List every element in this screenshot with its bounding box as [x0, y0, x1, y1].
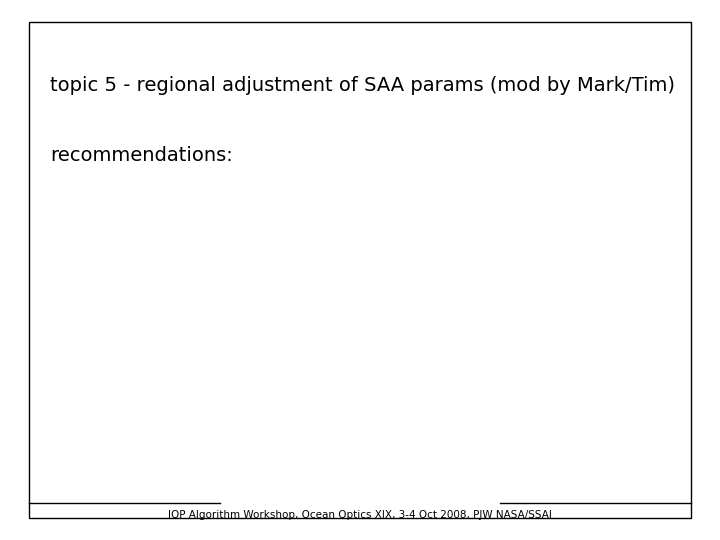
Text: recommendations:: recommendations:: [50, 146, 233, 165]
Text: IOP Algorithm Workshop, Ocean Optics XIX, 3-4 Oct 2008, PJW NASA/SSAI: IOP Algorithm Workshop, Ocean Optics XIX…: [168, 510, 552, 521]
Text: topic 5 - regional adjustment of SAA params (mod by Mark/Tim): topic 5 - regional adjustment of SAA par…: [50, 76, 675, 94]
